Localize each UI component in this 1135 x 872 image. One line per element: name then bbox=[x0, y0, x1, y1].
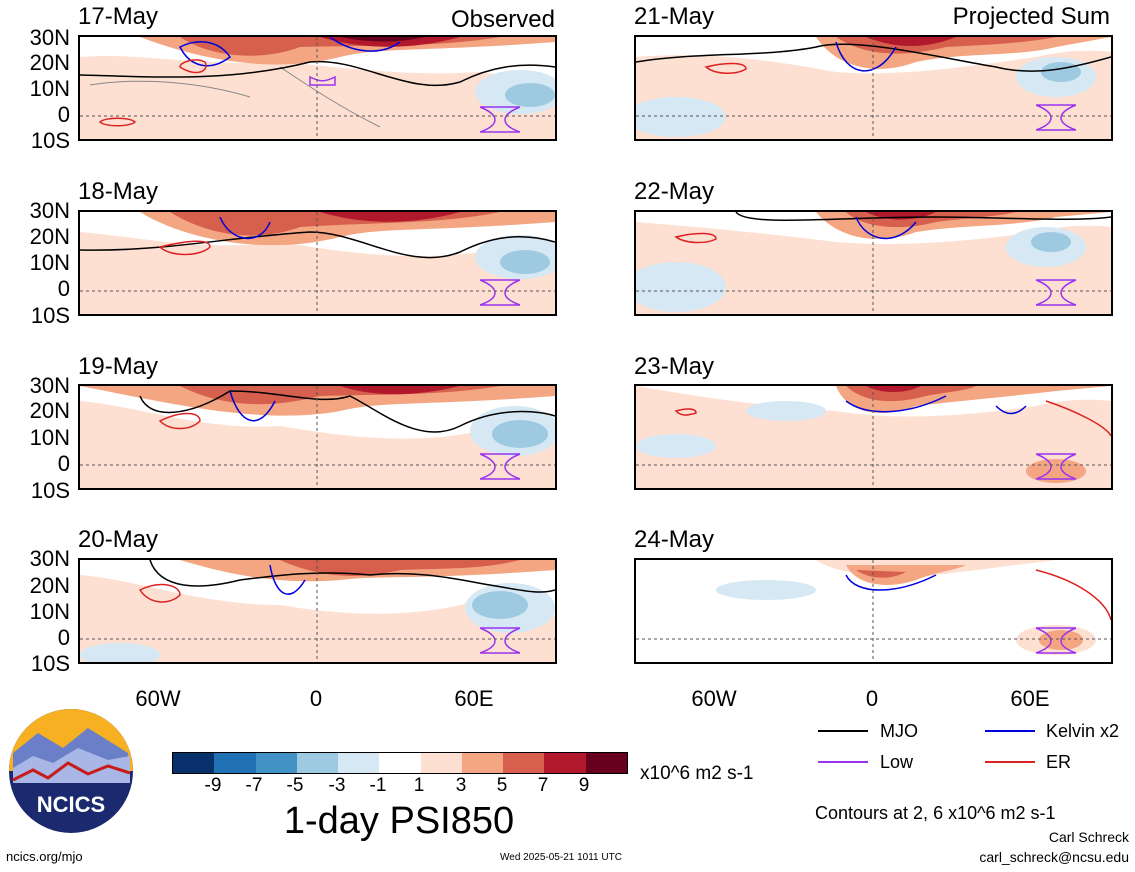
lat-label: 10S bbox=[30, 303, 70, 328]
map-panel bbox=[78, 558, 557, 664]
lat-label: 0 bbox=[57, 451, 70, 476]
colorbar bbox=[172, 752, 628, 774]
colorbar-tick: -9 bbox=[204, 775, 222, 796]
lat-label: 10S bbox=[30, 128, 70, 153]
panel-date: 19-May bbox=[78, 353, 159, 380]
colorbar-tick: 9 bbox=[578, 775, 590, 796]
email[interactable]: carl_schreck@ncsu.edu bbox=[979, 849, 1129, 865]
colorbar-units: x10^6 m2 s-1 bbox=[640, 763, 754, 784]
ncics-logo: NCICS bbox=[8, 708, 134, 834]
lat-label: 20N bbox=[29, 50, 70, 75]
map-panel bbox=[78, 384, 557, 490]
logo-text: NCICS bbox=[37, 792, 105, 817]
panel-date: 22-May bbox=[634, 178, 715, 205]
colorbar-cell bbox=[544, 753, 586, 773]
lat-label: 10S bbox=[30, 478, 70, 503]
lat-label: 30N bbox=[29, 546, 70, 571]
colorbar-cell bbox=[461, 753, 504, 773]
lat-label: 0 bbox=[57, 625, 70, 650]
map-panel bbox=[634, 558, 1113, 664]
lat-label: 10S bbox=[30, 651, 70, 676]
colorbar-tick: 1 bbox=[413, 775, 425, 796]
lat-label: 0 bbox=[57, 102, 70, 127]
panel-label-observed: Observed bbox=[450, 6, 555, 33]
colorbar-tick: -1 bbox=[369, 775, 387, 796]
author: Carl Schreck bbox=[1048, 829, 1129, 845]
lon-label: 60E bbox=[454, 686, 494, 711]
lat-label: 30N bbox=[29, 198, 70, 223]
map-panel bbox=[78, 210, 557, 316]
site-url[interactable]: ncics.org/mjo bbox=[6, 849, 83, 864]
colorbar-tick: 3 bbox=[455, 775, 467, 796]
panel-date: 17-May bbox=[78, 3, 159, 30]
colorbar-tick: -5 bbox=[286, 775, 304, 796]
colorbar-tick: -7 bbox=[245, 775, 263, 796]
legend-kelvin: Kelvin x2 bbox=[1046, 721, 1120, 741]
map-panel bbox=[78, 35, 557, 141]
figure-title: 1-day PSI850 bbox=[283, 800, 515, 842]
lon-label: 0 bbox=[865, 686, 879, 711]
contours-note: Contours at 2, 6 x10^6 m2 s-1 bbox=[815, 803, 1056, 823]
colorbar-cell bbox=[173, 753, 215, 773]
map-panel bbox=[634, 35, 1113, 141]
lat-label: 20N bbox=[29, 573, 70, 598]
map-panel bbox=[634, 384, 1113, 490]
panel-date: 23-May bbox=[634, 353, 715, 380]
colorbar-tick: 7 bbox=[537, 775, 549, 796]
panel-date: 21-May bbox=[634, 3, 715, 30]
map-panel bbox=[634, 210, 1113, 316]
kelvin-legend-line bbox=[985, 730, 1035, 732]
colorbar-cell bbox=[255, 753, 297, 773]
lat-label: 0 bbox=[57, 276, 70, 301]
panel-date: 20-May bbox=[78, 526, 159, 553]
lat-label: 30N bbox=[29, 373, 70, 398]
lon-label: 60E bbox=[1010, 686, 1050, 711]
lon-label: 0 bbox=[309, 686, 323, 711]
colorbar-cell bbox=[296, 753, 339, 773]
er-legend-line bbox=[985, 761, 1035, 763]
colorbar-tick: 5 bbox=[496, 775, 508, 796]
lat-label: 10N bbox=[29, 76, 70, 101]
lon-label: 60W bbox=[135, 686, 181, 711]
colorbar-cell bbox=[420, 753, 462, 773]
colorbar-cell bbox=[503, 753, 545, 773]
legend-mjo: MJO bbox=[880, 721, 918, 741]
timestamp: Wed 2025-05-21 1011 UTC bbox=[500, 852, 622, 863]
lat-label: 10N bbox=[29, 425, 70, 450]
panel-label-projected: Projected Sum bbox=[952, 3, 1110, 30]
colorbar-cell bbox=[585, 753, 627, 773]
lat-label: 10N bbox=[29, 599, 70, 624]
colorbar-cell bbox=[338, 753, 380, 773]
panel-date: 24-May bbox=[634, 526, 715, 553]
colorbar-cell bbox=[214, 753, 256, 773]
legend-low: Low bbox=[880, 752, 914, 772]
low-legend-line bbox=[818, 761, 868, 763]
colorbar-tick: -3 bbox=[328, 775, 346, 796]
lat-label: 30N bbox=[29, 25, 70, 50]
panel-date: 18-May bbox=[78, 178, 159, 205]
colorbar-cell bbox=[379, 753, 421, 773]
lon-label: 60W bbox=[691, 686, 737, 711]
mjo-legend-line bbox=[818, 730, 868, 732]
legend-er: ER bbox=[1046, 752, 1072, 772]
lat-label: 20N bbox=[29, 224, 70, 249]
lat-label: 10N bbox=[29, 250, 70, 275]
lat-label: 20N bbox=[29, 398, 70, 423]
